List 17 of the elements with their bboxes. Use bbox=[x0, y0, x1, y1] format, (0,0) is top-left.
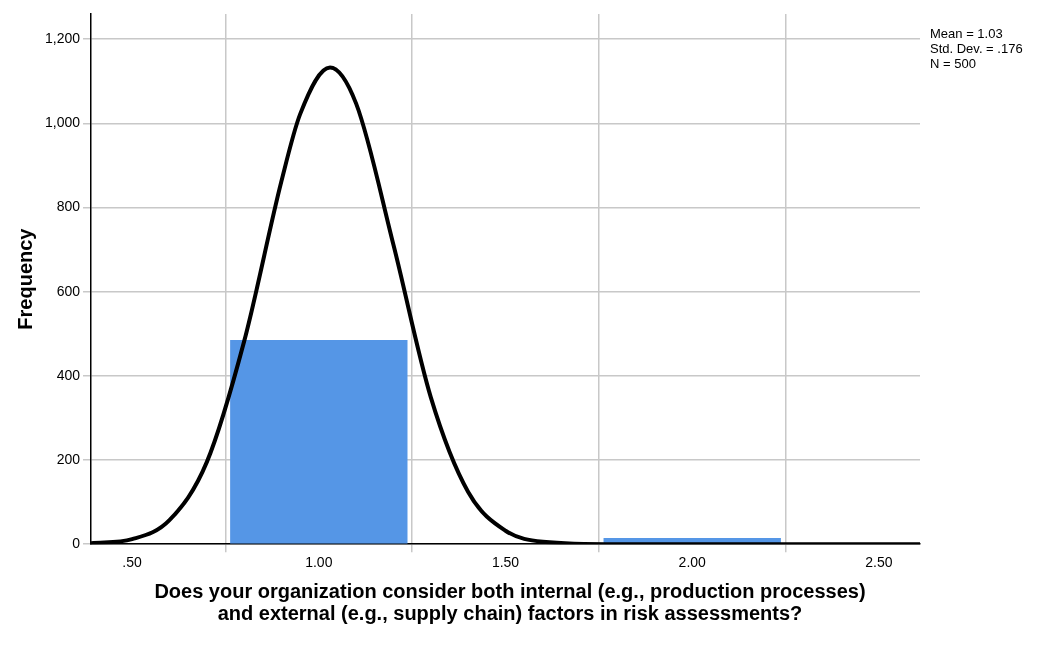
text: Std. Dev. = .176 bbox=[930, 41, 1023, 56]
y-tick-label: 0 bbox=[72, 535, 81, 552]
y-tick-label: 400 bbox=[56, 366, 81, 383]
x-tick-label: 2.50 bbox=[865, 554, 893, 571]
x-tick-label: 1.00 bbox=[305, 554, 333, 571]
y-axis-title: Frequency bbox=[13, 227, 36, 330]
x-axis-title: Does your organization consider both internal (e.g., production processes) and external (e.g., supply chain) factors in risk assessments? bbox=[153, 580, 867, 624]
text: Mean = 1.03 bbox=[930, 26, 1004, 41]
text: N = 500 bbox=[930, 56, 977, 71]
y-tick-label: 1,000 bbox=[44, 114, 81, 131]
y-tick-label: 600 bbox=[56, 282, 81, 299]
x-tick-label: .50 bbox=[122, 554, 143, 571]
y-tick-label: 1,200 bbox=[44, 30, 81, 47]
y-tick-label: 800 bbox=[56, 198, 81, 215]
x-tick-label: 2.00 bbox=[678, 554, 707, 571]
y-tick-label: 200 bbox=[56, 450, 81, 467]
x-tick-label: 1.50 bbox=[491, 554, 520, 571]
